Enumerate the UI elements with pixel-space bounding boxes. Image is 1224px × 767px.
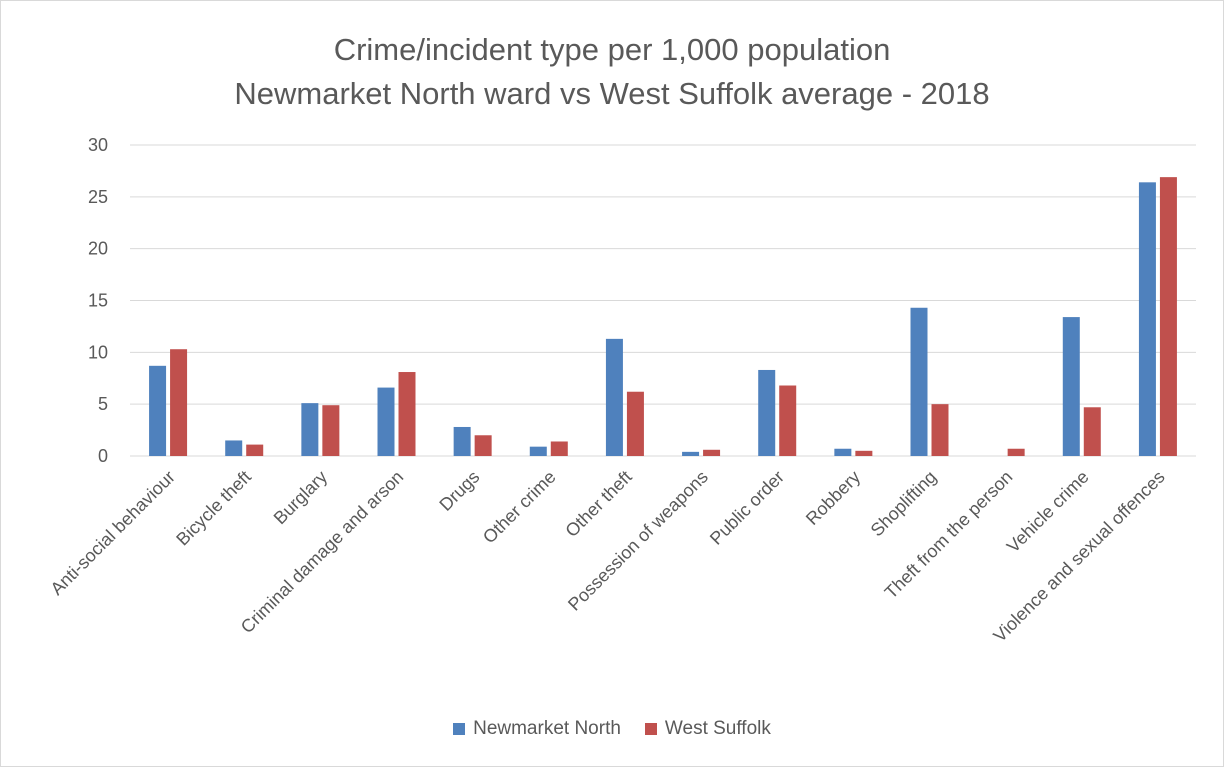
chart-title-block: Crime/incident type per 1,000 population… (0, 28, 1224, 116)
bar-west-suffolk (170, 349, 188, 456)
legend-label: Newmarket North (473, 718, 621, 739)
x-category-label: Bicycle theft (172, 467, 255, 550)
bar-west-suffolk (398, 372, 416, 456)
legend-label: West Suffolk (664, 718, 771, 739)
bar-west-suffolk (855, 450, 873, 456)
bar-west-suffolk (550, 441, 568, 456)
bar-chart: 0 5 10 15 20 25 30 Anti-social behaviourBicycl… (47, 135, 1196, 646)
y-tick-label: 15 (88, 291, 108, 311)
x-category-label: Public order (706, 467, 788, 549)
y-tick-label: 10 (88, 342, 108, 362)
y-tick-label: 25 (88, 187, 108, 207)
x-category-label: Other theft (561, 467, 635, 541)
bar-west-suffolk (931, 404, 949, 456)
x-category-label: Other crime (479, 467, 560, 548)
x-category-label: Theft from the person (881, 467, 1017, 603)
bar-west-suffolk (322, 405, 340, 456)
chart-title: Crime/incident type per 1,000 population (333, 32, 891, 67)
y-axis-tick-labels: 0 5 10 15 20 25 30 (88, 135, 108, 466)
x-category-label: Shoplifting (867, 467, 941, 541)
bar-newmarket-north (301, 403, 319, 456)
chart-subtitle: Newmarket North ward vs West Suffolk ave… (234, 76, 990, 111)
legend-swatch (453, 723, 466, 735)
bar-west-suffolk (1159, 177, 1177, 457)
bar-newmarket-north (605, 338, 623, 456)
legend-swatch (644, 723, 657, 735)
legend: Newmarket North West Suffolk (0, 718, 1224, 741)
bar-newmarket-north (1138, 182, 1156, 456)
bar-newmarket-north (529, 446, 547, 456)
bar-west-suffolk (626, 391, 644, 456)
bar-newmarket-north (1062, 317, 1080, 456)
bar-west-suffolk (703, 449, 721, 456)
x-category-label: Criminal damage and arson (237, 467, 408, 638)
bar-newmarket-north (149, 365, 167, 456)
y-tick-label: 30 (88, 135, 108, 155)
bar-west-suffolk (1083, 407, 1101, 456)
x-category-label: Anti-social behaviour (47, 467, 179, 599)
bar-newmarket-north (758, 369, 776, 456)
bar-newmarket-north (377, 387, 395, 456)
x-category-label: Robbery (802, 467, 864, 529)
bar-newmarket-north (834, 448, 852, 456)
bar-newmarket-north (682, 451, 700, 456)
x-category-label: Possession of weapons (564, 467, 712, 615)
y-tick-label: 5 (98, 394, 108, 414)
y-tick-label: 20 (88, 239, 108, 259)
bar-newmarket-north (910, 307, 928, 456)
bar-west-suffolk (1007, 448, 1025, 456)
bar-newmarket-north (225, 440, 243, 456)
x-category-label: Burglary (270, 467, 332, 529)
bar-newmarket-north (453, 426, 471, 456)
y-tick-label: 0 (98, 446, 108, 466)
x-category-label: Drugs (435, 467, 483, 515)
gridlines (130, 144, 1196, 457)
bar-west-suffolk (246, 444, 264, 456)
bar-west-suffolk (779, 385, 797, 456)
legend-item: Newmarket North (453, 718, 621, 740)
bar-west-suffolk (474, 435, 492, 456)
bars (149, 177, 1177, 457)
legend-item: West Suffolk (644, 718, 771, 740)
